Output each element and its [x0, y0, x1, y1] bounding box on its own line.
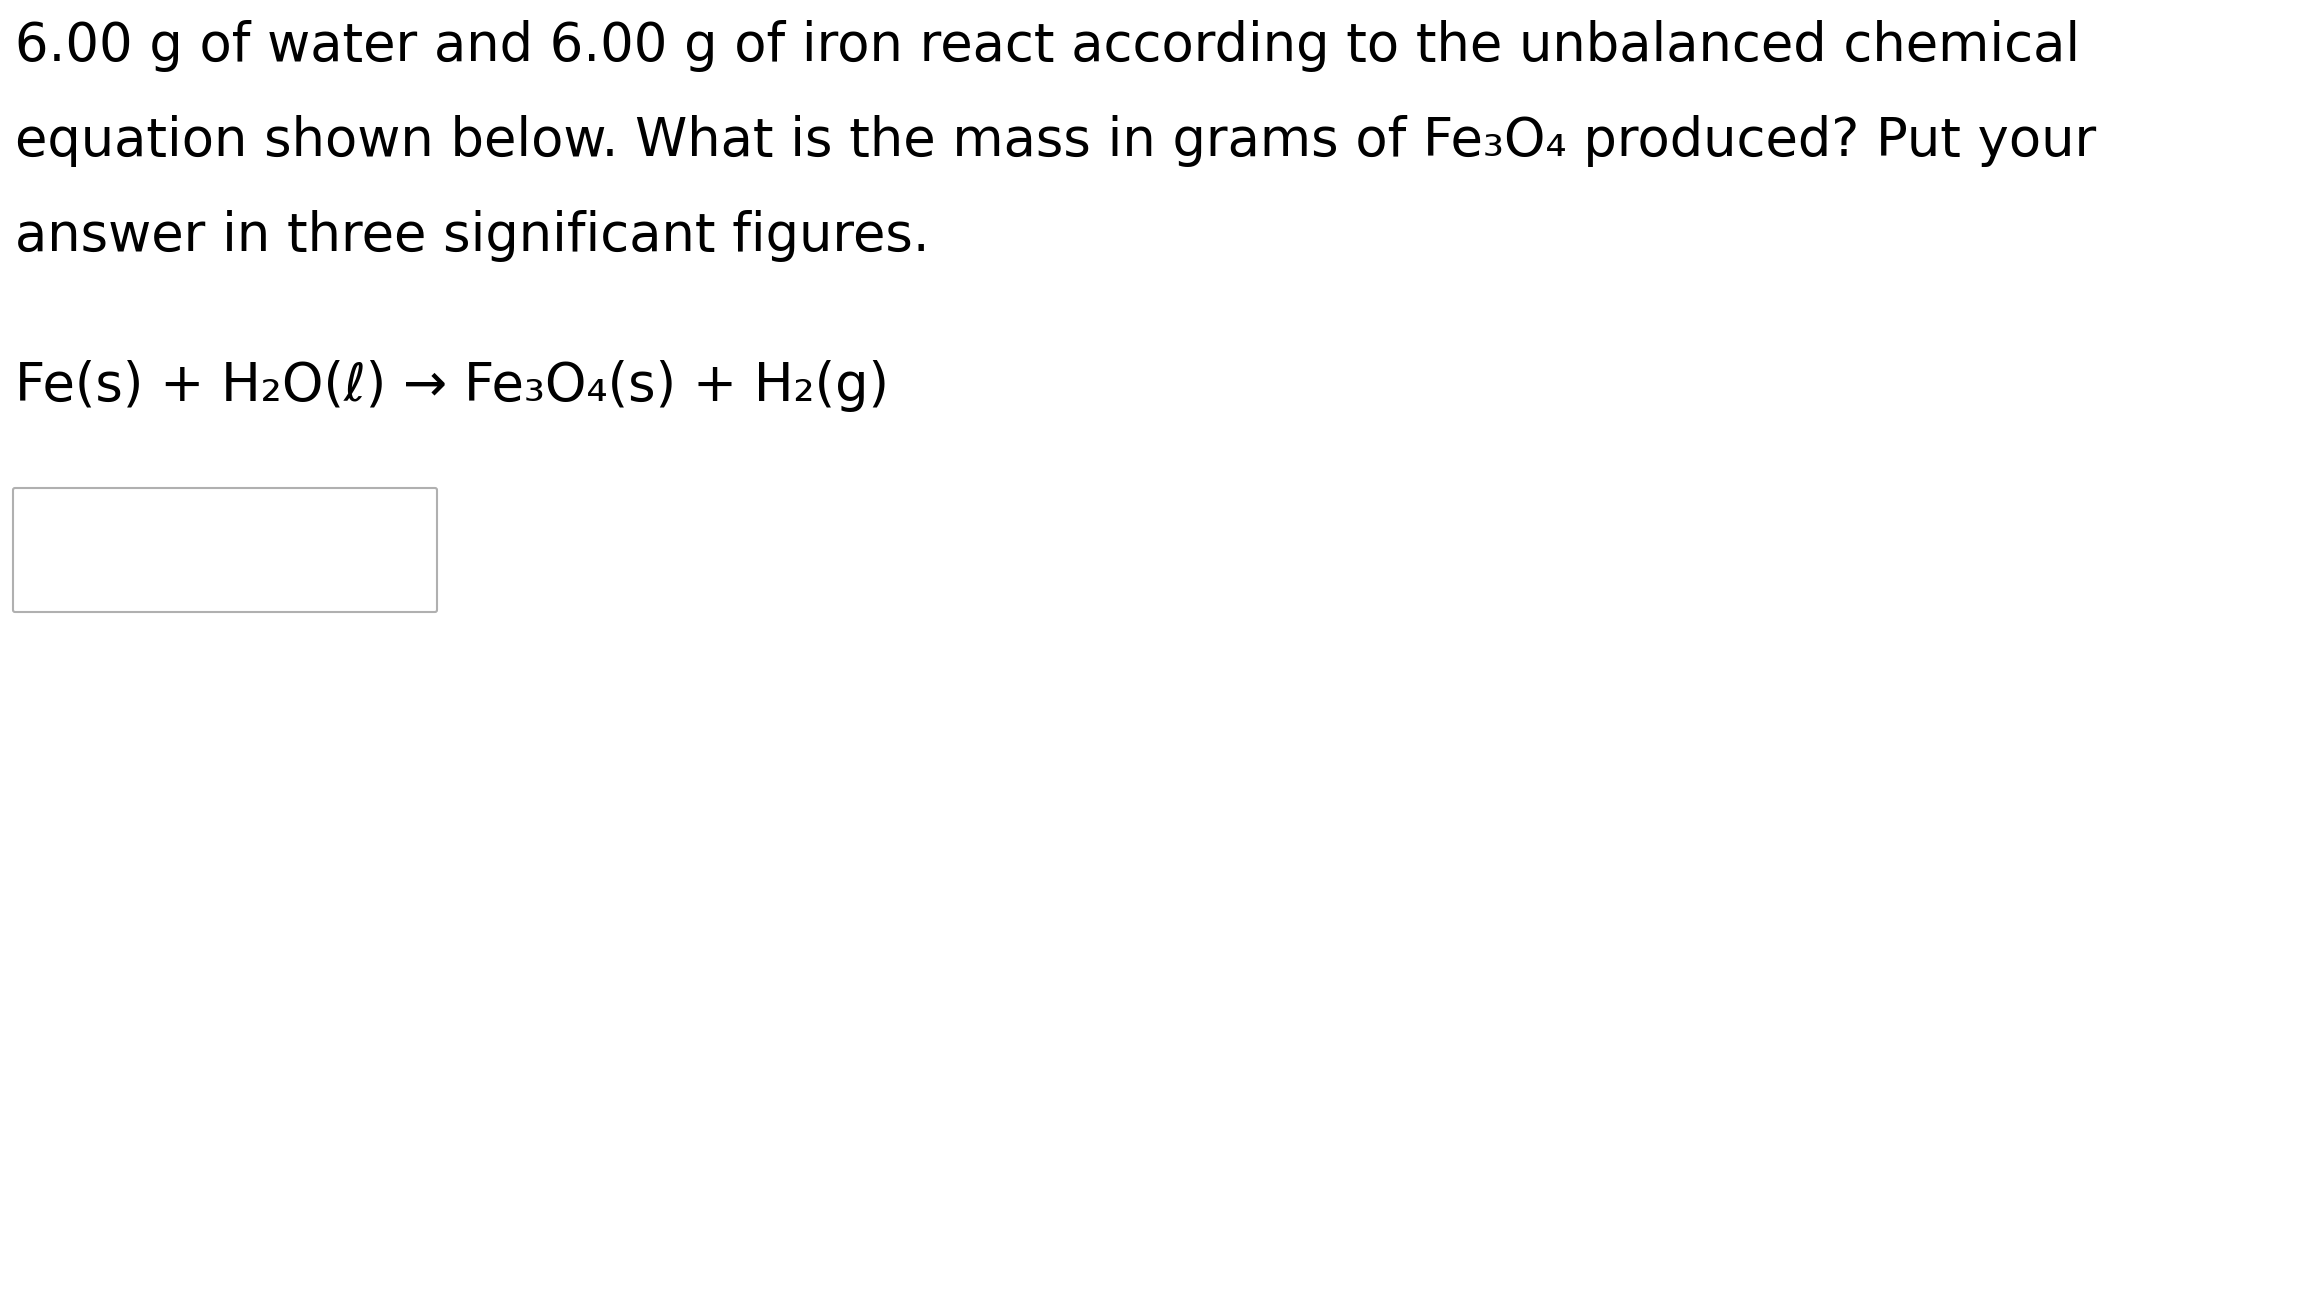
FancyBboxPatch shape [14, 489, 438, 612]
Text: Fe(s) + H₂O(ℓ) → Fe₃O₄(s) + H₂(g): Fe(s) + H₂O(ℓ) → Fe₃O₄(s) + H₂(g) [16, 360, 889, 412]
Text: answer in three significant figures.: answer in three significant figures. [16, 210, 929, 262]
Text: equation shown below. What is the mass in grams of Fe₃O₄ produced? Put your: equation shown below. What is the mass i… [16, 115, 2097, 167]
Text: 6.00 g of water and 6.00 g of iron react according to the unbalanced chemical: 6.00 g of water and 6.00 g of iron react… [16, 19, 2081, 73]
